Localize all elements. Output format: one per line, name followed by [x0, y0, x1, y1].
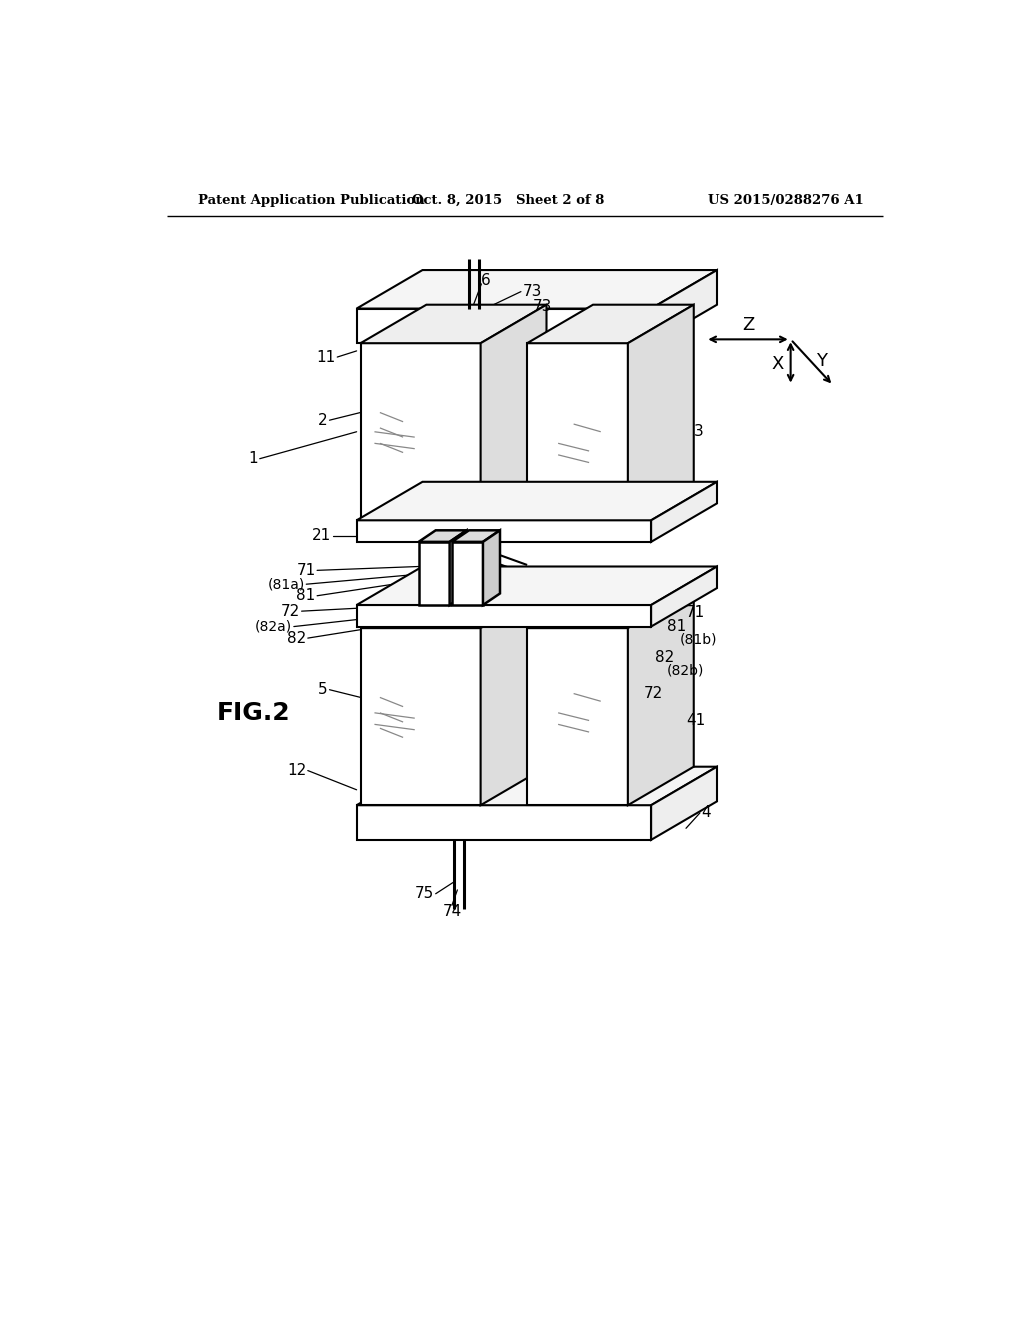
Polygon shape: [527, 628, 628, 805]
Text: 74: 74: [442, 904, 462, 919]
Polygon shape: [360, 305, 547, 343]
Text: 72: 72: [281, 603, 300, 619]
Polygon shape: [419, 543, 450, 605]
Polygon shape: [651, 767, 717, 840]
Text: (82a): (82a): [255, 619, 292, 634]
Text: 21: 21: [311, 528, 331, 544]
Text: 82: 82: [287, 631, 306, 645]
Polygon shape: [628, 590, 693, 805]
Text: 73: 73: [532, 298, 552, 314]
Text: Y: Y: [816, 352, 827, 370]
Text: 81: 81: [296, 589, 315, 603]
Text: 3: 3: [693, 424, 703, 440]
Polygon shape: [356, 566, 717, 605]
Text: 41: 41: [686, 713, 706, 729]
Polygon shape: [356, 482, 717, 520]
Text: 72: 72: [643, 686, 663, 701]
Polygon shape: [480, 305, 547, 520]
Polygon shape: [651, 271, 717, 343]
Text: (82b): (82b): [667, 664, 705, 677]
Polygon shape: [356, 767, 717, 805]
Text: 11: 11: [316, 350, 336, 364]
Text: 71: 71: [296, 562, 315, 578]
Polygon shape: [452, 531, 500, 543]
Polygon shape: [651, 482, 717, 543]
Polygon shape: [360, 628, 480, 805]
Polygon shape: [419, 531, 467, 543]
Text: Oct. 8, 2015   Sheet 2 of 8: Oct. 8, 2015 Sheet 2 of 8: [412, 194, 604, 207]
Text: (81b): (81b): [680, 632, 717, 647]
Text: (81a): (81a): [267, 577, 305, 591]
Polygon shape: [452, 543, 483, 605]
Text: 5: 5: [318, 682, 328, 697]
Polygon shape: [360, 590, 547, 628]
Text: 81: 81: [667, 619, 686, 634]
Text: FIG.2: FIG.2: [217, 701, 291, 725]
Text: 4: 4: [701, 805, 711, 821]
Text: 1: 1: [249, 451, 258, 466]
Polygon shape: [480, 590, 547, 805]
Text: 31: 31: [675, 482, 693, 498]
Text: 73: 73: [523, 284, 543, 300]
Polygon shape: [628, 305, 693, 520]
Polygon shape: [651, 566, 717, 627]
Polygon shape: [527, 343, 628, 520]
Polygon shape: [356, 805, 651, 840]
Polygon shape: [360, 343, 480, 520]
Polygon shape: [450, 531, 467, 605]
Polygon shape: [356, 271, 717, 309]
Text: 2: 2: [318, 413, 328, 428]
Text: Patent Application Publication: Patent Application Publication: [198, 194, 425, 207]
Text: 71: 71: [686, 605, 706, 620]
Text: 6: 6: [481, 272, 490, 288]
Text: US 2015/0288276 A1: US 2015/0288276 A1: [709, 194, 864, 207]
Text: Z: Z: [741, 317, 754, 334]
Text: X: X: [771, 355, 783, 374]
Text: 12: 12: [287, 763, 306, 777]
Polygon shape: [527, 590, 693, 628]
Text: 75: 75: [415, 886, 434, 902]
Polygon shape: [356, 309, 651, 343]
Polygon shape: [356, 605, 651, 627]
Text: 82: 82: [655, 649, 674, 665]
Polygon shape: [483, 531, 500, 605]
Polygon shape: [356, 520, 651, 543]
Polygon shape: [527, 305, 693, 343]
